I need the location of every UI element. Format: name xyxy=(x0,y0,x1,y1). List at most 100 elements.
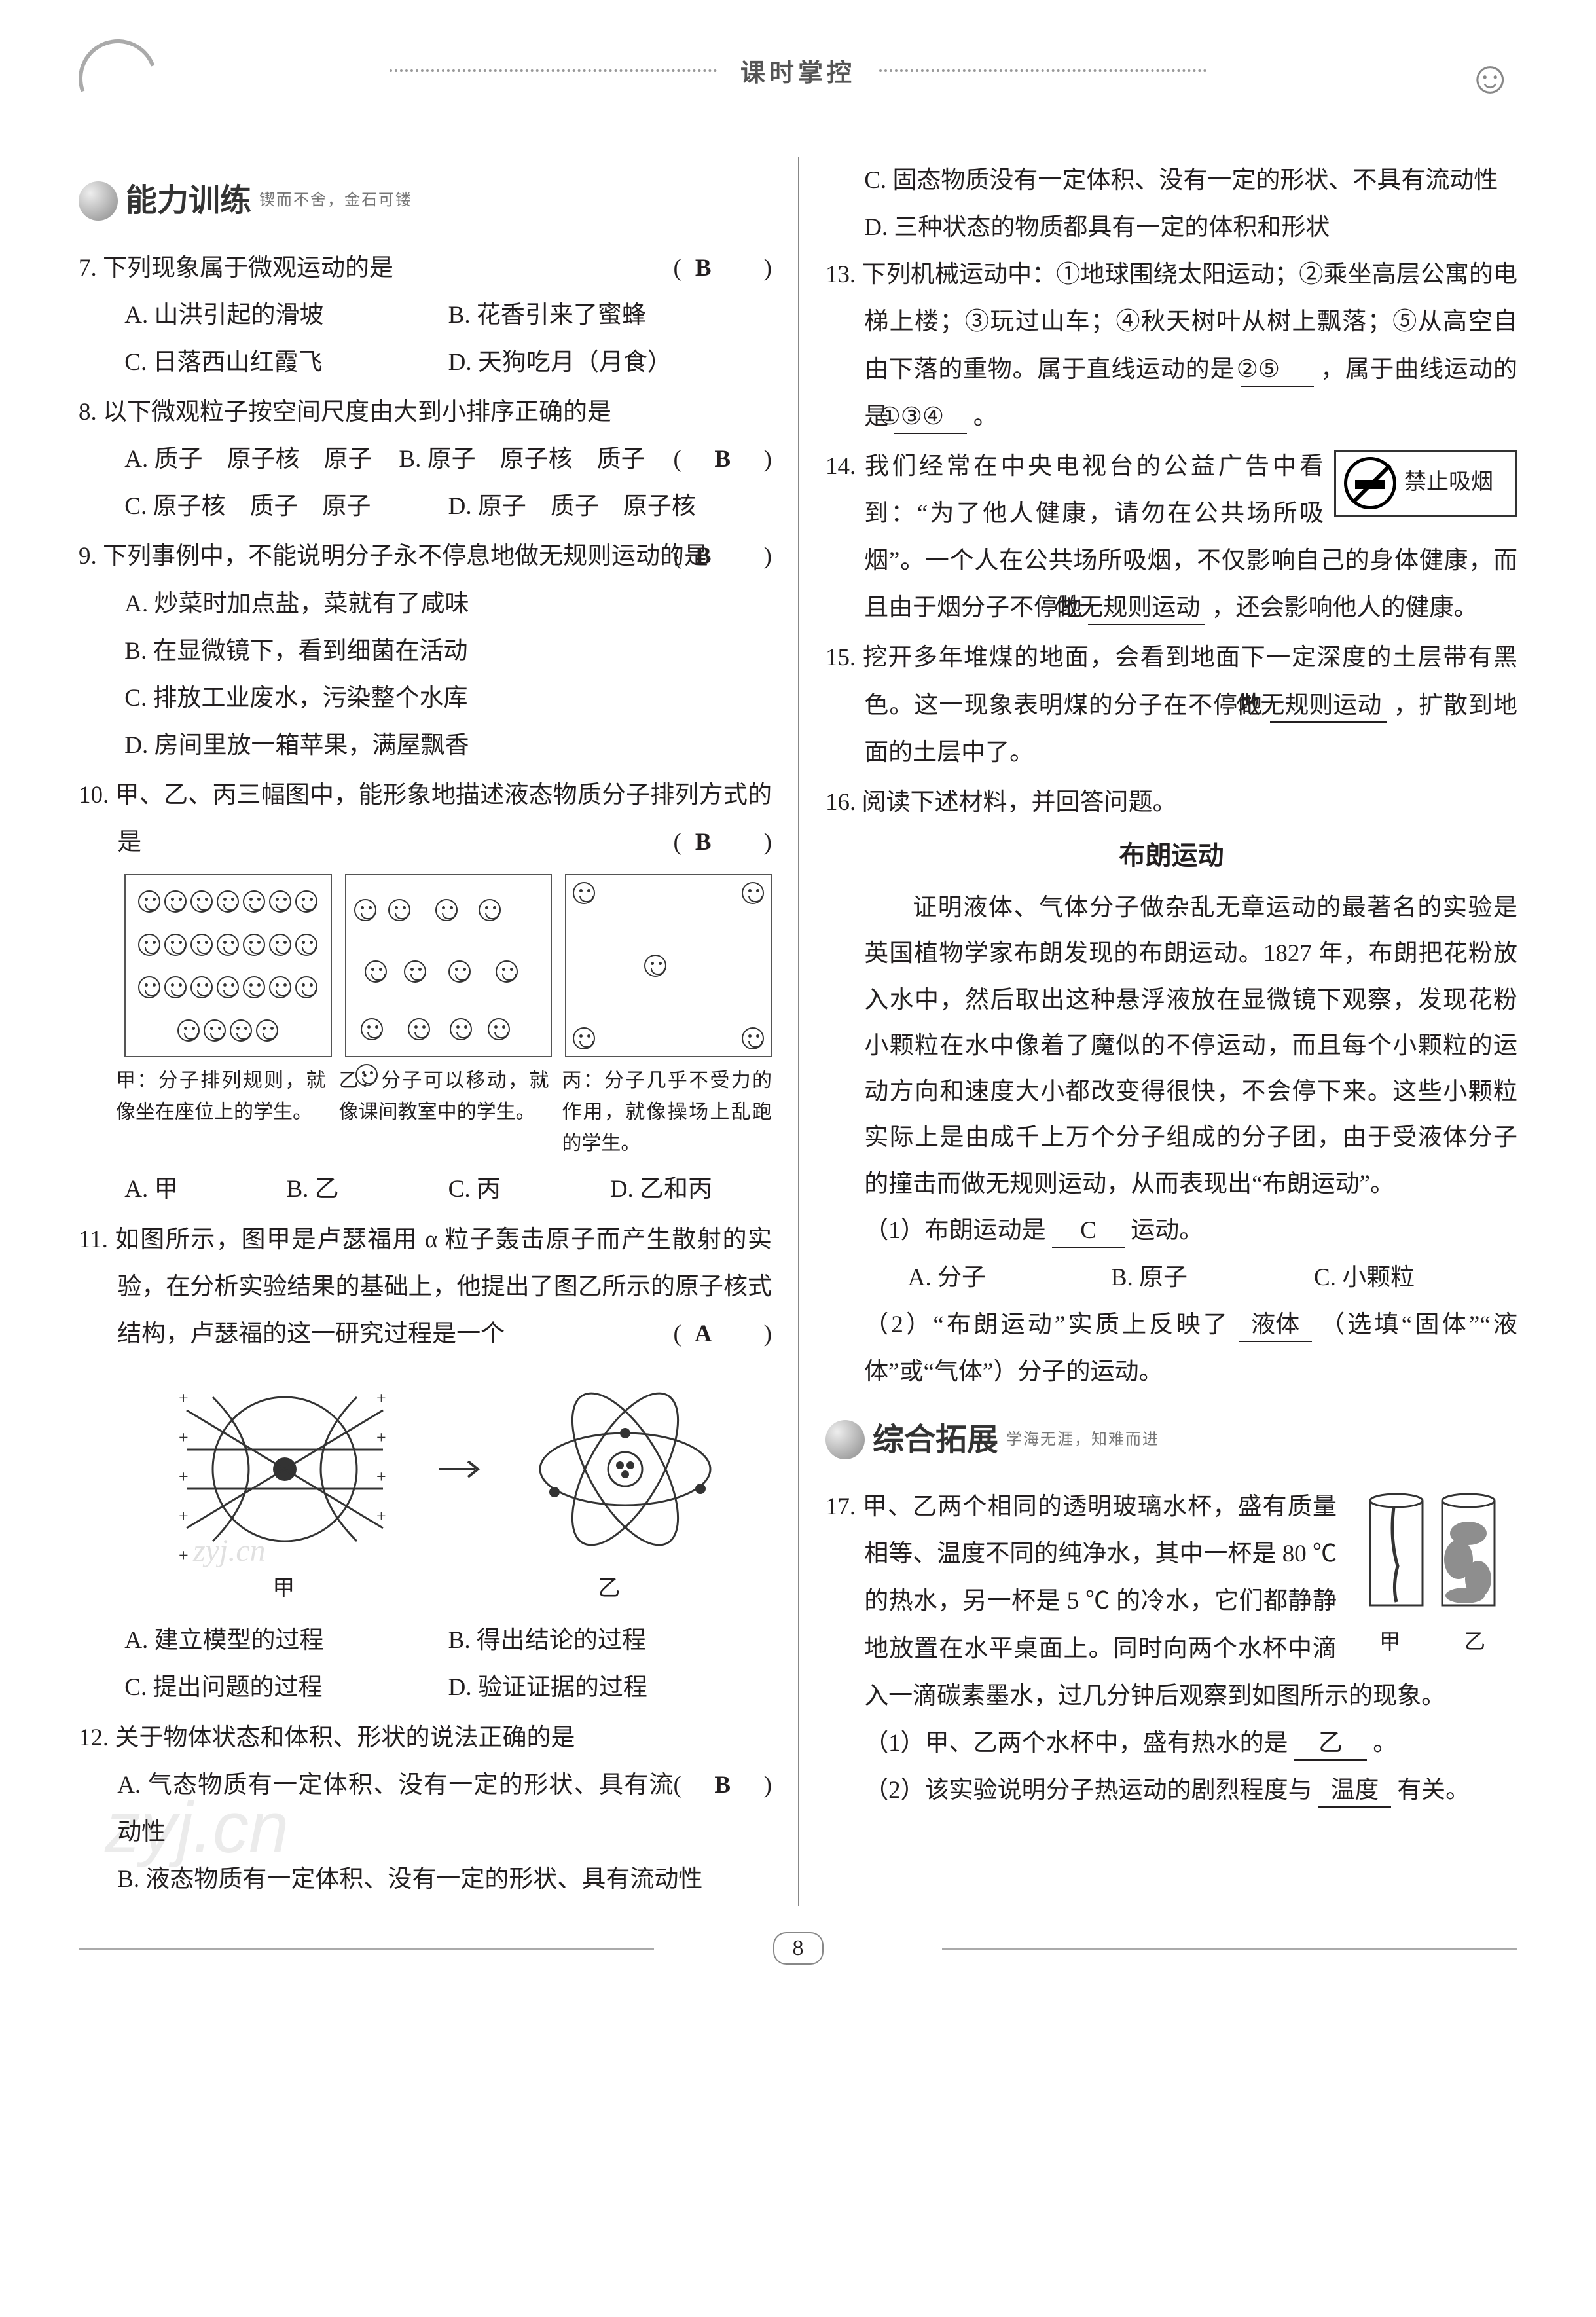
page-header: 课时掌控 ☺ xyxy=(79,52,1517,131)
q11-label-a: 甲 xyxy=(272,1567,295,1611)
q15-blank1: 做无规则运动 xyxy=(1270,690,1387,723)
q11-opt-d: D. 验证证据的过程 xyxy=(448,1664,772,1711)
q11-options-row1: A. 建立模型的过程 B. 得出结论的过程 xyxy=(79,1617,772,1664)
page-number: 8 xyxy=(773,1932,824,1965)
question-9: 9. 下列事例中，不能说明分子永不停息地做无规则运动的是 ( B ) A. 炒菜… xyxy=(79,533,772,769)
q13-tail: 。 xyxy=(973,403,998,430)
q10-stem: 10. 甲、乙、丙三幅图中，能形象地描述液态物质分子排列方式的是 xyxy=(79,782,772,856)
q7-options-row2: C. 日落西山红霞飞 D. 天狗吃月（月食） xyxy=(79,339,772,386)
q16-p1-opt-c: C. 小颗粒 xyxy=(1314,1254,1517,1302)
q15-stem: 15. 挖开多年堆煤的地面，会看到地面下一定深度的土层带有黑色。这一现象表明煤的… xyxy=(825,634,1517,776)
question-14: 禁止吸烟 14. 我们经常在中央电视台的公益广告中看到：“为了他人健康，请勿在公… xyxy=(825,443,1517,632)
q8-opt-d: D. 原子 质子 原子核 xyxy=(448,483,772,530)
q9-opt-a: A. 炒菜时加点盐，菜就有了咸味 xyxy=(124,581,772,628)
q16-p1-opt-b: B. 原子 xyxy=(1111,1254,1314,1302)
q16-p1-options: A. 分子 B. 原子 C. 小颗粒 xyxy=(825,1254,1517,1302)
q12-opt-d: D. 三种状态的物质都具有一定的体积和形状 xyxy=(825,204,1517,251)
q9-stem-row: 9. 下列事例中，不能说明分子永不停息地做无规则运动的是 ( B ) xyxy=(79,533,772,580)
q12-stem: 12. 关于物体状态和体积、形状的说法正确的是 xyxy=(79,1715,772,1762)
q8-opt-a: A. 质子 原子核 原子 xyxy=(124,436,399,483)
q10-opt-c: C. 丙 xyxy=(448,1166,610,1213)
q12-opt-c: C. 固态物质没有一定体积、没有一定的形状、不具有流动性 xyxy=(825,157,1517,204)
ability-subtitle: 锲而不舍，金石可镂 xyxy=(259,185,412,216)
q11-label-b: 乙 xyxy=(598,1567,620,1611)
header-mascot-icon: ☺ xyxy=(1467,52,1517,105)
q16-p2-ans: 液体 xyxy=(1239,1309,1312,1342)
q8-opt-c: C. 原子核 质子 原子 xyxy=(124,483,448,530)
q10-answer-paren: ( B ) xyxy=(712,819,772,866)
q7-options-row1: A. 山洪引起的滑坡 B. 花香引来了蜜蜂 xyxy=(79,292,772,339)
header-title: 课时掌控 xyxy=(740,52,856,88)
q11-figure: +++++ ++++ zyj.cn xyxy=(79,1371,772,1567)
q11-stem-row: 11. 如图所示，图甲是卢瑟福用 α 粒子轰击原子而产生散射的实验，在分析实验结… xyxy=(79,1216,772,1358)
q11-fig-yi-svg xyxy=(527,1371,723,1567)
question-10: 10. 甲、乙、丙三幅图中，能形象地描述液态物质分子排列方式的是 ( B ) xyxy=(79,772,772,1213)
q13-stem: 13. 下列机械运动中：①地球围绕太阳运动；②乘坐高层公寓的电梯上楼；③玩过山车… xyxy=(825,251,1517,441)
page-footer: 8 xyxy=(79,1932,1517,1965)
q17-p2-b: 有关。 xyxy=(1397,1777,1470,1804)
q11-fig-jia-svg: +++++ ++++ zyj.cn xyxy=(173,1371,396,1567)
svg-text:+: + xyxy=(376,1467,386,1486)
svg-text:+: + xyxy=(179,1546,189,1565)
left-column: 能力训练 锲而不舍，金石可镂 7. 下列现象属于微观运动的是 ( B ) A. … xyxy=(79,157,798,1906)
q11-opt-a: A. 建立模型的过程 xyxy=(124,1617,448,1664)
q10-opt-d: D. 乙和丙 xyxy=(610,1166,772,1213)
extend-icon xyxy=(825,1420,865,1459)
q8-stem: 8. 以下微观粒子按空间尺度由大到小排序正确的是 xyxy=(79,389,772,436)
q16-passage: 证明液体、气体分子做杂乱无章运动的最著名的实验是英国植物学家布朗发现的布朗运动。… xyxy=(825,885,1517,1207)
q16-p1-b: 运动。 xyxy=(1131,1217,1203,1244)
right-column: C. 固态物质没有一定体积、没有一定的形状、不具有流动性 D. 三种状态的物质都… xyxy=(798,157,1517,1906)
q16-passage-title: 布朗运动 xyxy=(825,830,1517,881)
q17-p1-ans: 乙 xyxy=(1294,1728,1367,1761)
q10-cap-c: 丙：分子几乎不受力的作用，就像操场上乱跑的学生。 xyxy=(562,1065,772,1159)
q10-answer: B xyxy=(706,819,740,866)
svg-text:+: + xyxy=(179,1389,189,1408)
q16-stem: 16. 阅读下述材料，并回答问题。 xyxy=(825,779,1517,826)
q16-p2-a: （2）“布朗运动”实质上反映了 xyxy=(864,1311,1230,1338)
question-11: 11. 如图所示，图甲是卢瑟福用 α 粒子轰击原子而产生散射的实验，在分析实验结… xyxy=(79,1216,772,1712)
q16-p1-ans: C xyxy=(1052,1215,1125,1248)
extend-title: 综合拓展 xyxy=(873,1410,998,1471)
section-extend-banner: 综合拓展 学海无涯，知难而进 xyxy=(825,1410,1517,1471)
extend-subtitle: 学海无涯，知难而进 xyxy=(1006,1425,1159,1455)
ability-title: 能力训练 xyxy=(126,170,251,232)
q13-blank2: ①③④ xyxy=(894,401,967,434)
q9-answer: B xyxy=(706,533,740,580)
q9-opt-c: C. 排放工业废水，污染整个水库 xyxy=(124,675,772,722)
q17-p2-a: （2）该实验说明分子热运动的剧烈程度与 xyxy=(864,1777,1313,1804)
ability-icon xyxy=(79,181,118,221)
q17-label-a: 甲 xyxy=(1379,1621,1400,1662)
svg-text:+: + xyxy=(376,1389,386,1408)
q9-answer-paren: ( B ) xyxy=(712,533,772,580)
svg-text:+: + xyxy=(179,1428,189,1447)
question-15: 15. 挖开多年堆煤的地面，会看到地面下一定深度的土层带有黑色。这一现象表明煤的… xyxy=(825,634,1517,776)
q7-stem: 7. 下列现象属于微观运动的是 xyxy=(79,255,393,282)
q9-stem: 9. 下列事例中，不能说明分子永不停息地做无规则运动的是 xyxy=(79,543,708,570)
q11-answer-paren: ( A ) xyxy=(712,1311,772,1358)
q16-part2: （2）“布朗运动”实质上反映了 液体 （选填“固体”“液体”或“气体”）分子的运… xyxy=(825,1302,1517,1396)
q10-stem-row: 10. 甲、乙、丙三幅图中，能形象地描述液态物质分子排列方式的是 ( B ) xyxy=(79,772,772,866)
q17-cups-svg xyxy=(1351,1487,1514,1618)
q10-opt-a: A. 甲 xyxy=(124,1166,286,1213)
q7-opt-d: D. 天狗吃月（月食） xyxy=(448,339,772,386)
q17-p1-b: 。 xyxy=(1373,1730,1397,1757)
q7-answer: B xyxy=(706,245,740,292)
no-smoking-sign: 禁止吸烟 xyxy=(1334,450,1517,517)
q8-answer-paren: ( B ) xyxy=(674,436,772,483)
question-17: 甲 乙 17. 甲、乙两个相同的透明玻璃水杯，盛有质量相等、温度不同的纯净水，其… xyxy=(825,1484,1517,1814)
watermark-left: zyj.cn xyxy=(192,1533,266,1567)
q7-opt-b: B. 花香引来了蜜蜂 xyxy=(448,292,772,339)
question-7: 7. 下列现象属于微观运动的是 ( B ) A. 山洪引起的滑坡 B. 花香引来… xyxy=(79,245,772,386)
q16-p1-a: （1）布朗运动是 xyxy=(864,1217,1046,1244)
svg-text:+: + xyxy=(179,1506,189,1525)
q8-options-row1: A. 质子 原子核 原子 B. 原子 原子核 质子 xyxy=(79,436,674,483)
q7-opt-c: C. 日落西山红霞飞 xyxy=(124,339,448,386)
q10-options: A. 甲 B. 乙 C. 丙 D. 乙和丙 xyxy=(79,1166,772,1213)
q17-labels: 甲 乙 xyxy=(1347,1621,1517,1662)
q14-stem-b: ，还会影响他人的健康。 xyxy=(1212,594,1478,621)
q10-fig-yi xyxy=(345,874,552,1057)
question-13: 13. 下列机械运动中：①地球围绕太阳运动；②乘坐高层公寓的电梯上楼；③玩过山车… xyxy=(825,251,1517,441)
header-dots-left xyxy=(390,69,717,72)
q13-blank1: ②⑤ xyxy=(1241,354,1314,387)
q11-opt-b: B. 得出结论的过程 xyxy=(448,1617,772,1664)
